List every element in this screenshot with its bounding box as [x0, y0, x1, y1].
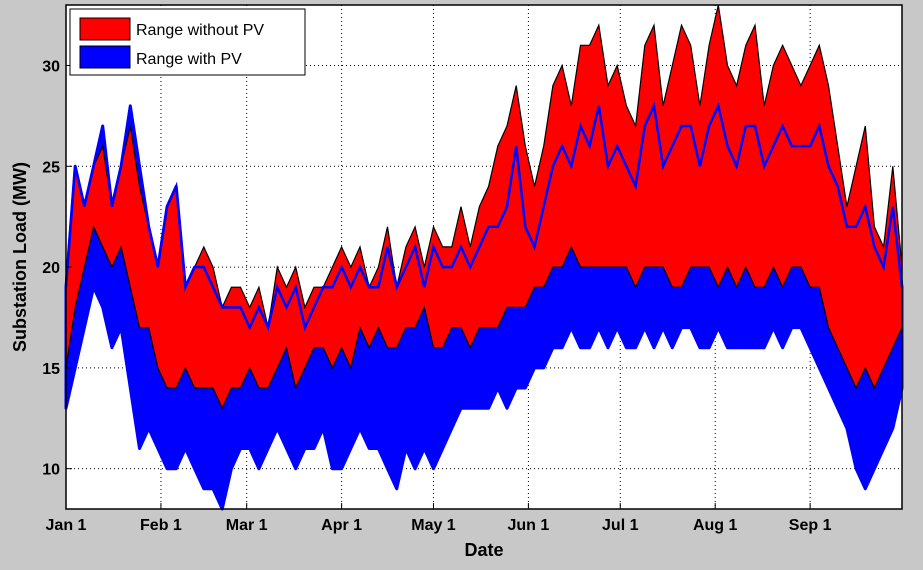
- line-without-pv-upper: [65, 4, 903, 328]
- area-range-without-pv: [66, 5, 902, 409]
- x-tick-label: May 1: [411, 517, 456, 534]
- y-tick-label: 25: [42, 159, 60, 176]
- x-tick-label: Apr 1: [321, 517, 362, 534]
- data-areas: [64, 4, 904, 511]
- legend-label-without-pv: Range without PV: [136, 22, 264, 39]
- legend-label-with-pv: Range with PV: [136, 51, 242, 68]
- plot-frame: [65, 4, 903, 510]
- legend-swatch-without-pv: [79, 17, 131, 41]
- x-tick-label: Feb 1: [140, 517, 182, 534]
- line-with-pv-upper: [64, 101, 904, 332]
- x-tick-label: Aug 1: [693, 517, 738, 534]
- y-tick-label: 20: [42, 260, 60, 277]
- legend-swatch-with-pv: [79, 45, 131, 69]
- x-axis-ticks: Jan 1 Feb 1 Mar 1 Apr 1 May 1 Jun 1 Jul 1 Aug 1…: [46, 503, 832, 534]
- y-axis-ticks: 10 15 20 25 30: [42, 58, 72, 479]
- y-axis-title: Substation Load (MW): [10, 162, 30, 352]
- x-tick-label: Jul 1: [602, 517, 639, 534]
- line-without-pv-lower: [65, 224, 903, 410]
- x-tick-label: Jun 1: [508, 517, 550, 534]
- y-tick-label: 30: [42, 58, 60, 75]
- x-tick-label: Jan 1: [46, 517, 87, 534]
- y-tick-label: 10: [42, 462, 60, 479]
- x-tick-label: Mar 1: [226, 517, 268, 534]
- legend: Range without PV Range with PV: [69, 8, 306, 76]
- x-axis-title: Date: [464, 540, 503, 560]
- x-tick-label: Sep 1: [789, 517, 832, 534]
- y-tick-label: 15: [42, 361, 60, 378]
